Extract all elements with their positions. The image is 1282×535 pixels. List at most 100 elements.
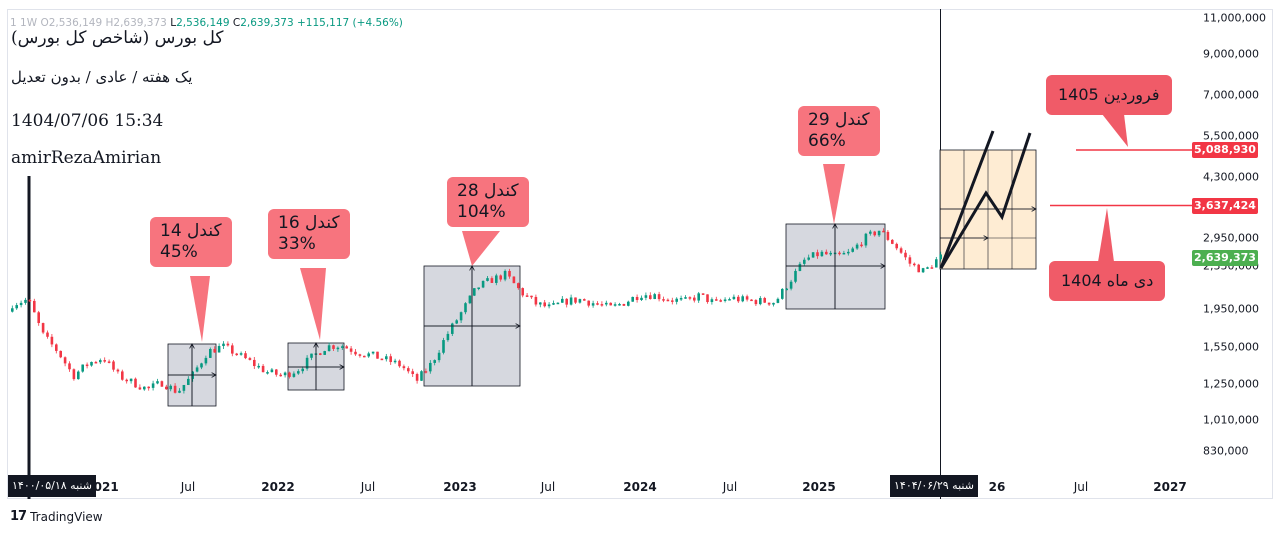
candle [332, 345, 335, 349]
callout-candle-14-percent: 45% [160, 242, 198, 262]
candle [283, 372, 287, 376]
candle [913, 263, 916, 266]
callout-candle-16[interactable]: کندل 16 33% [268, 209, 350, 259]
callout-candle-16-percent: 33% [278, 234, 316, 254]
date-tag-left: شنبه ۱۴۰۰/۰۵/۱۸ [8, 475, 96, 497]
candle [402, 366, 406, 369]
callout-candle-28[interactable]: کندل 28 104% [447, 177, 529, 227]
range-box-4[interactable] [785, 223, 886, 310]
measure-arrowhead [880, 263, 886, 269]
candle [310, 353, 313, 358]
callout-candle-14[interactable]: کندل 14 45% [150, 217, 232, 267]
y-tick-label: 5,500,000 [1203, 129, 1259, 143]
candle [618, 303, 621, 306]
candle [838, 252, 841, 255]
target-dey-1404[interactable]: دی ماه 1404 [1049, 261, 1166, 301]
y-tick-label: 11,000,000 [1203, 11, 1266, 25]
candle [55, 344, 58, 351]
candle [591, 303, 595, 306]
ohlc-interval[interactable]: 1W [20, 17, 38, 29]
callout-candle-29-percent: 66% [808, 131, 846, 151]
candle [437, 352, 441, 361]
candle [341, 346, 344, 348]
candle [596, 303, 599, 305]
measure-arrowhead [515, 323, 521, 329]
candle [420, 371, 423, 381]
projection-box[interactable] [939, 149, 1037, 270]
candle [138, 387, 142, 390]
candle [235, 353, 238, 356]
candle [266, 372, 269, 374]
candle [706, 294, 709, 303]
x-tick-label: 2024 [623, 480, 657, 494]
candle [842, 252, 846, 255]
candle [653, 294, 656, 300]
candle [569, 297, 573, 305]
candle [701, 293, 705, 295]
candle [59, 350, 62, 358]
candle [521, 288, 524, 296]
candle [147, 386, 150, 389]
candle [68, 363, 71, 370]
candle [776, 298, 780, 303]
candle [921, 268, 925, 273]
candle [226, 343, 230, 346]
candle [270, 369, 274, 373]
candle [195, 367, 199, 372]
candle [807, 257, 810, 260]
candle [719, 300, 722, 302]
y-tick-label: 7,000,000 [1203, 88, 1259, 102]
callout-candle-29[interactable]: کندل 29 66% [798, 106, 880, 156]
candle [935, 259, 938, 268]
candle [90, 361, 93, 366]
target-farvardin-1405[interactable]: فروردین 1405 [1046, 75, 1172, 115]
callout-candle-28-percent: 104% [457, 202, 506, 222]
candle [19, 302, 23, 306]
candle [613, 304, 617, 306]
date-tag-crosshair: شنبه ۱۴۰۴/۰۶/۲۹ [890, 475, 978, 497]
candle [798, 263, 802, 271]
candle [305, 357, 309, 369]
ohlc-low-value: 2,536,149 [176, 17, 230, 29]
measure-arrowhead [211, 372, 217, 378]
candle [917, 264, 920, 273]
candle [904, 252, 907, 258]
candle [939, 254, 942, 260]
candle [675, 298, 678, 302]
candle [728, 299, 731, 301]
candle [125, 379, 128, 382]
y-tick-label: 1,010,000 [1203, 413, 1259, 427]
callout-pointer-3 [462, 231, 500, 266]
candle [253, 359, 256, 367]
target-pointer-2 [1098, 208, 1114, 262]
callout-pointer-4 [823, 164, 845, 224]
candle [864, 233, 868, 246]
candle [820, 251, 824, 257]
candle [847, 251, 850, 254]
candle [561, 298, 564, 303]
candle [816, 252, 819, 257]
candle [715, 299, 718, 301]
candle [99, 360, 102, 363]
callout-pointer-2 [300, 268, 326, 340]
candle [50, 336, 54, 345]
ohlc-close-value: 2,639,373 [240, 17, 294, 29]
tradingview-logo[interactable]: 17 TradingView [10, 509, 103, 524]
candle [468, 295, 472, 304]
candle [891, 239, 894, 244]
y-tick-label: 1,250,000 [1203, 377, 1259, 391]
candle [94, 361, 98, 364]
candle [666, 299, 670, 302]
candle [908, 257, 912, 264]
candle [869, 231, 872, 234]
projection-path-a [939, 130, 995, 269]
candle [411, 371, 414, 375]
candle [684, 297, 687, 299]
price-tag-level-high: 5,088,930 [1192, 142, 1258, 158]
candle [217, 346, 221, 353]
candle [11, 308, 14, 312]
candle [77, 371, 80, 380]
candle [15, 305, 18, 309]
candle [451, 323, 454, 334]
